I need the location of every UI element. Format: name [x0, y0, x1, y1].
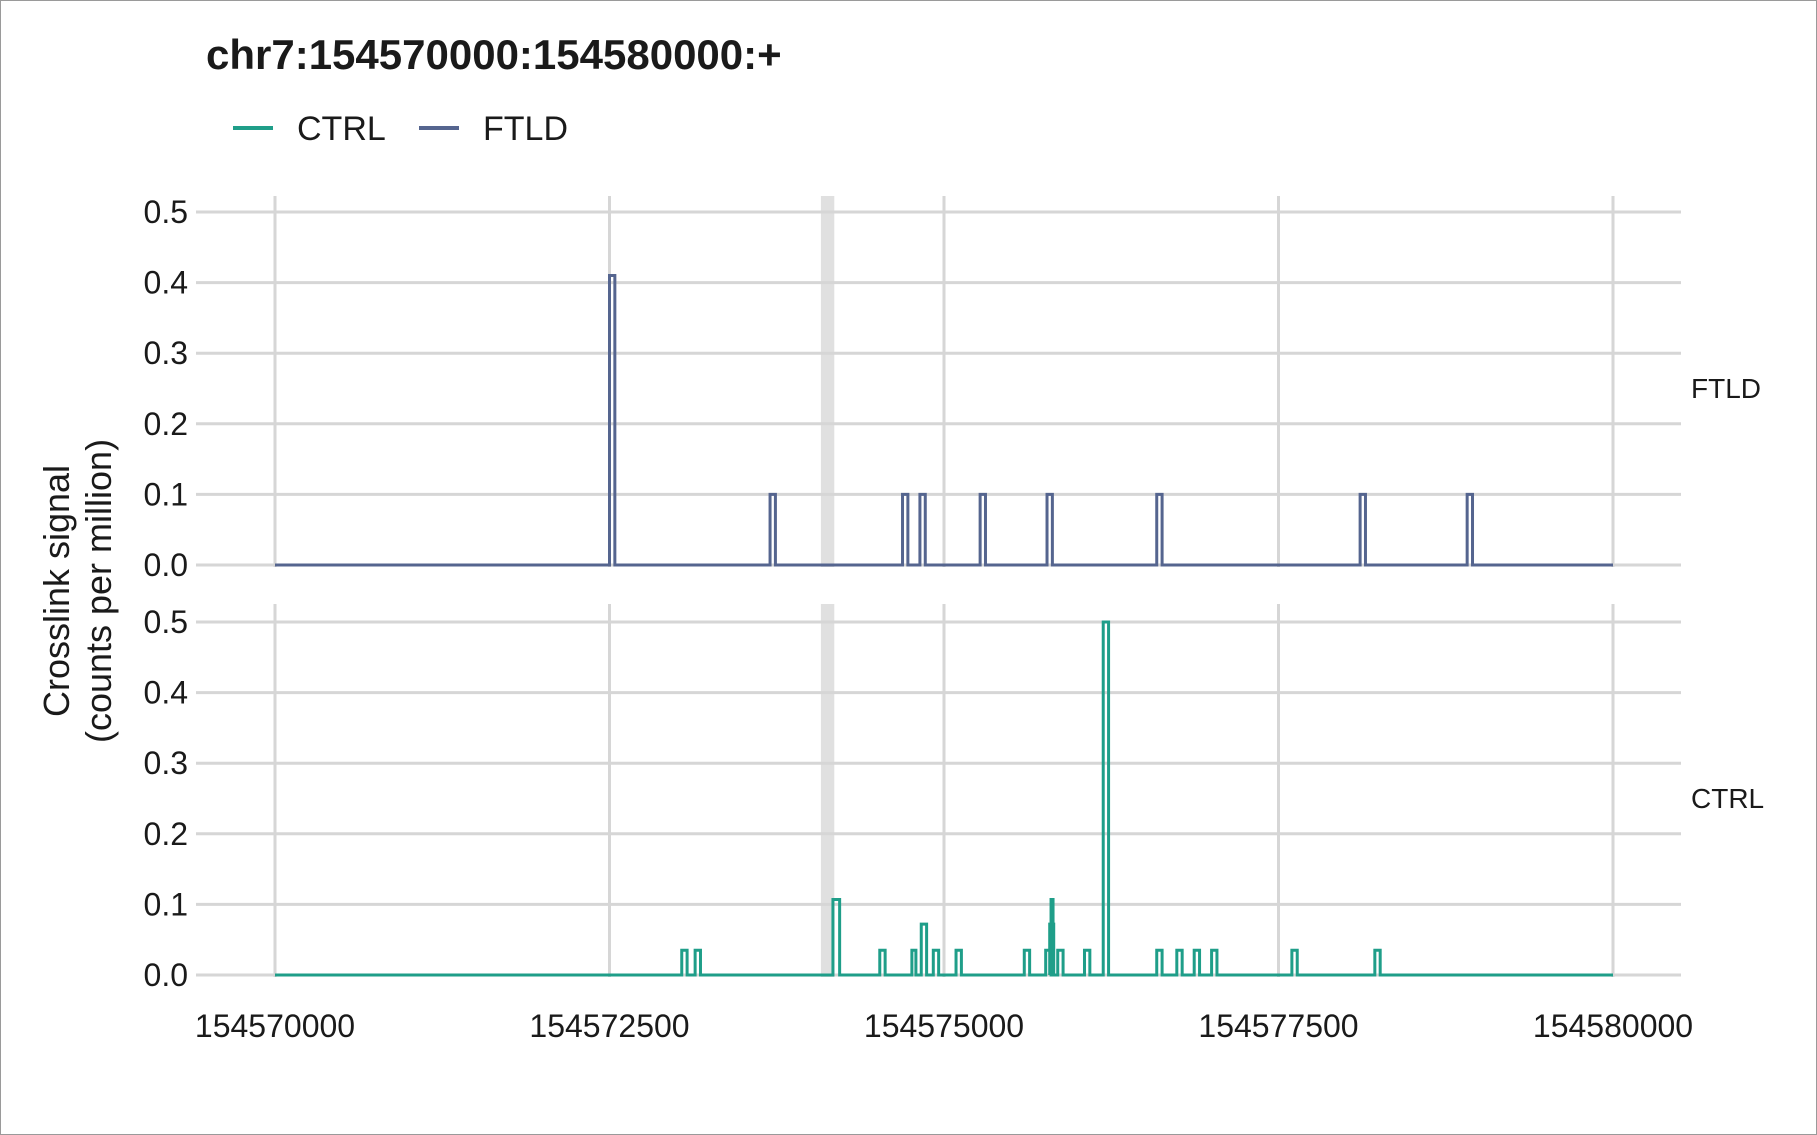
x-tick-label: 154572500 — [529, 1008, 689, 1044]
panel-strip-label-ftld: FTLD — [1691, 373, 1761, 404]
legend-label-ftld: FTLD — [483, 110, 568, 148]
y-tick-label: 0.1 — [144, 886, 188, 922]
y-tick-label: 0.3 — [144, 335, 188, 371]
x-tick-label: 154570000 — [195, 1008, 355, 1044]
chart-title: chr7:154570000:154580000:+ — [206, 31, 782, 78]
panel-ctrl: 0.0 0.1 0.2 0.3 0.4 0.5 — [144, 604, 1681, 993]
y-axis-title: Crosslink signal (counts per million) — [36, 439, 119, 743]
y-tick-label: 0.0 — [144, 957, 188, 993]
y-tick-label: 0.0 — [144, 547, 188, 583]
y-tick-label: 0.5 — [144, 194, 188, 230]
panel-strip-label-ctrl: CTRL — [1691, 783, 1764, 814]
y-axis-title-line-2: (counts per million) — [78, 439, 119, 743]
panel-ftld: 0.0 0.1 0.2 0.3 0.4 0.5 — [144, 194, 1681, 583]
y-tick-label: 0.5 — [144, 604, 188, 640]
y-tick-label: 0.4 — [144, 675, 188, 711]
y-tick-label: 0.2 — [144, 406, 188, 442]
x-tick-label: 154580000 — [1533, 1008, 1693, 1044]
x-tick-label: 154577500 — [1198, 1008, 1358, 1044]
signal-track-ftld — [275, 274, 1613, 567]
highlight-band — [820, 604, 835, 977]
x-axis: 154570000 154572500 154575000 154577500 1545… — [195, 1008, 1693, 1044]
y-tick-label: 0.4 — [144, 265, 188, 301]
signal-track-ctrl — [275, 620, 1613, 977]
x-tick-label: 154575000 — [864, 1008, 1024, 1044]
y-tick-label: 0.3 — [144, 745, 188, 781]
y-axis-title-line-1: Crosslink signal — [36, 465, 77, 717]
highlight-band — [820, 196, 835, 567]
y-tick-label: 0.1 — [144, 476, 188, 512]
legend-label-ctrl: CTRL — [297, 110, 386, 148]
legend: CTRL FTLD — [233, 110, 568, 148]
y-tick-label: 0.2 — [144, 816, 188, 852]
